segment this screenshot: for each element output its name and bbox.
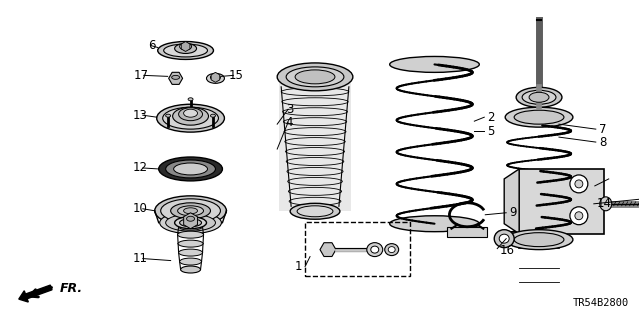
Text: 3: 3 [285, 103, 293, 116]
Circle shape [575, 180, 583, 188]
Polygon shape [504, 169, 519, 234]
Ellipse shape [166, 214, 216, 231]
FancyArrow shape [19, 285, 52, 302]
Ellipse shape [180, 219, 202, 227]
Ellipse shape [179, 108, 202, 121]
Ellipse shape [211, 114, 216, 117]
Text: 17: 17 [134, 69, 148, 82]
Ellipse shape [390, 56, 479, 72]
Text: 5: 5 [487, 125, 495, 137]
Ellipse shape [155, 196, 227, 226]
Text: TR54B2800: TR54B2800 [572, 298, 628, 308]
Ellipse shape [388, 247, 395, 253]
Ellipse shape [178, 206, 204, 216]
Ellipse shape [171, 203, 211, 219]
Ellipse shape [178, 240, 203, 247]
Ellipse shape [286, 67, 344, 87]
Ellipse shape [390, 216, 479, 232]
Text: 8: 8 [599, 136, 606, 149]
Circle shape [575, 212, 583, 220]
Ellipse shape [179, 223, 202, 230]
Text: 2: 2 [487, 111, 495, 124]
Text: 4: 4 [285, 116, 293, 129]
Text: 12: 12 [132, 161, 148, 174]
Ellipse shape [505, 107, 573, 127]
Ellipse shape [159, 157, 223, 181]
Ellipse shape [160, 212, 221, 234]
Ellipse shape [600, 197, 612, 211]
Ellipse shape [494, 230, 514, 248]
Ellipse shape [529, 92, 549, 102]
Bar [305, 222, 410, 277]
Ellipse shape [178, 231, 204, 238]
Ellipse shape [290, 203, 340, 219]
Ellipse shape [385, 244, 399, 256]
Ellipse shape [277, 63, 353, 91]
Ellipse shape [371, 246, 379, 253]
Ellipse shape [499, 234, 509, 243]
Ellipse shape [166, 114, 171, 117]
Text: 16: 16 [499, 244, 514, 257]
Ellipse shape [188, 98, 193, 101]
Text: 1: 1 [294, 260, 302, 273]
Ellipse shape [173, 163, 207, 175]
Ellipse shape [172, 75, 180, 79]
Ellipse shape [173, 107, 209, 125]
Ellipse shape [161, 199, 220, 223]
Bar [519, 169, 604, 234]
Ellipse shape [179, 249, 202, 256]
Ellipse shape [157, 104, 225, 132]
Ellipse shape [514, 110, 564, 124]
Ellipse shape [207, 73, 225, 83]
Text: 11: 11 [132, 252, 148, 265]
Ellipse shape [516, 87, 562, 107]
Ellipse shape [297, 206, 333, 217]
Ellipse shape [180, 43, 191, 50]
Ellipse shape [175, 217, 207, 229]
Text: 10: 10 [133, 202, 148, 215]
Circle shape [570, 207, 588, 225]
Ellipse shape [175, 43, 196, 54]
Ellipse shape [295, 70, 335, 84]
Ellipse shape [164, 44, 207, 57]
Ellipse shape [180, 266, 200, 273]
Ellipse shape [166, 160, 216, 178]
Bar [447, 227, 487, 237]
Text: 13: 13 [133, 109, 148, 122]
Ellipse shape [505, 230, 573, 249]
Ellipse shape [522, 90, 556, 104]
Text: 7: 7 [599, 122, 606, 136]
Ellipse shape [187, 216, 195, 221]
Text: 14: 14 [596, 197, 612, 210]
Text: 15: 15 [228, 69, 243, 82]
Ellipse shape [157, 41, 214, 59]
Text: FR.: FR. [60, 282, 83, 295]
Ellipse shape [163, 107, 218, 129]
Ellipse shape [184, 109, 198, 117]
Text: 9: 9 [509, 206, 516, 219]
Bar [279, 77, 351, 211]
Circle shape [570, 175, 588, 193]
Ellipse shape [367, 243, 383, 256]
Ellipse shape [184, 208, 198, 214]
Ellipse shape [514, 233, 564, 247]
Ellipse shape [180, 258, 202, 265]
Text: 6: 6 [148, 39, 156, 52]
Bar [519, 239, 559, 248]
Ellipse shape [211, 74, 220, 80]
